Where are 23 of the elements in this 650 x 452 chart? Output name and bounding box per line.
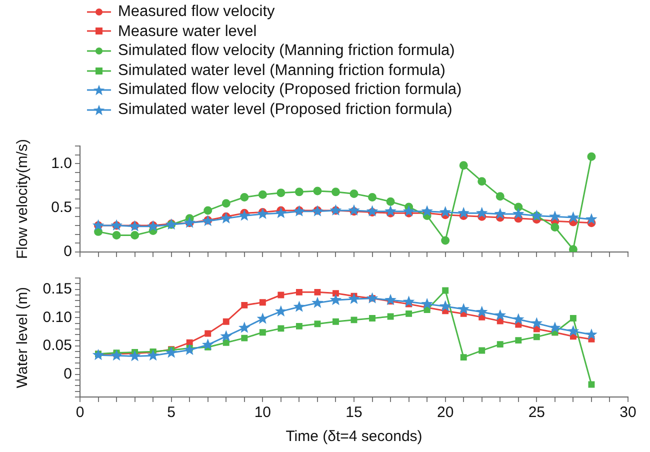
y-axis-title: Water level (m) [14,286,32,388]
x-tick-label: 20 [436,404,454,422]
y-tick-label: 0.05 [42,337,72,354]
x-tick-label: 5 [167,404,176,422]
x-tick-label: 10 [254,404,272,422]
x-tick-label: 0 [76,404,84,422]
x-tick-label: 15 [346,404,362,422]
legend-label: Measured flow velocity [118,2,275,22]
x-axis-title: Time (δt=4 seconds) [286,428,422,446]
legend-label: Simulated water level (Manning friction formula) [118,60,446,80]
y-tick-label: 0.5 [51,198,72,216]
legend-label: Measure water level [118,22,257,42]
x-tick-label: 25 [528,404,546,422]
legend-label: Simulated flow velocity (Manning friction formula) [118,41,455,61]
legend-label: Simulated flow velocity (Proposed friction formula) [118,80,462,100]
x-tick-label: 30 [620,404,636,422]
legend-label: Simulated water level (Proposed friction formula) [118,100,452,120]
y-tick-label: 0.10 [42,308,72,326]
y-axis-title: Flow velocity(m/s) [14,138,32,260]
y-tick-label: 0 [64,243,72,260]
y-tick-label: 0.15 [42,280,72,298]
y-tick-label: 1.0 [51,154,72,172]
y-tick-label: 0 [64,365,72,382]
